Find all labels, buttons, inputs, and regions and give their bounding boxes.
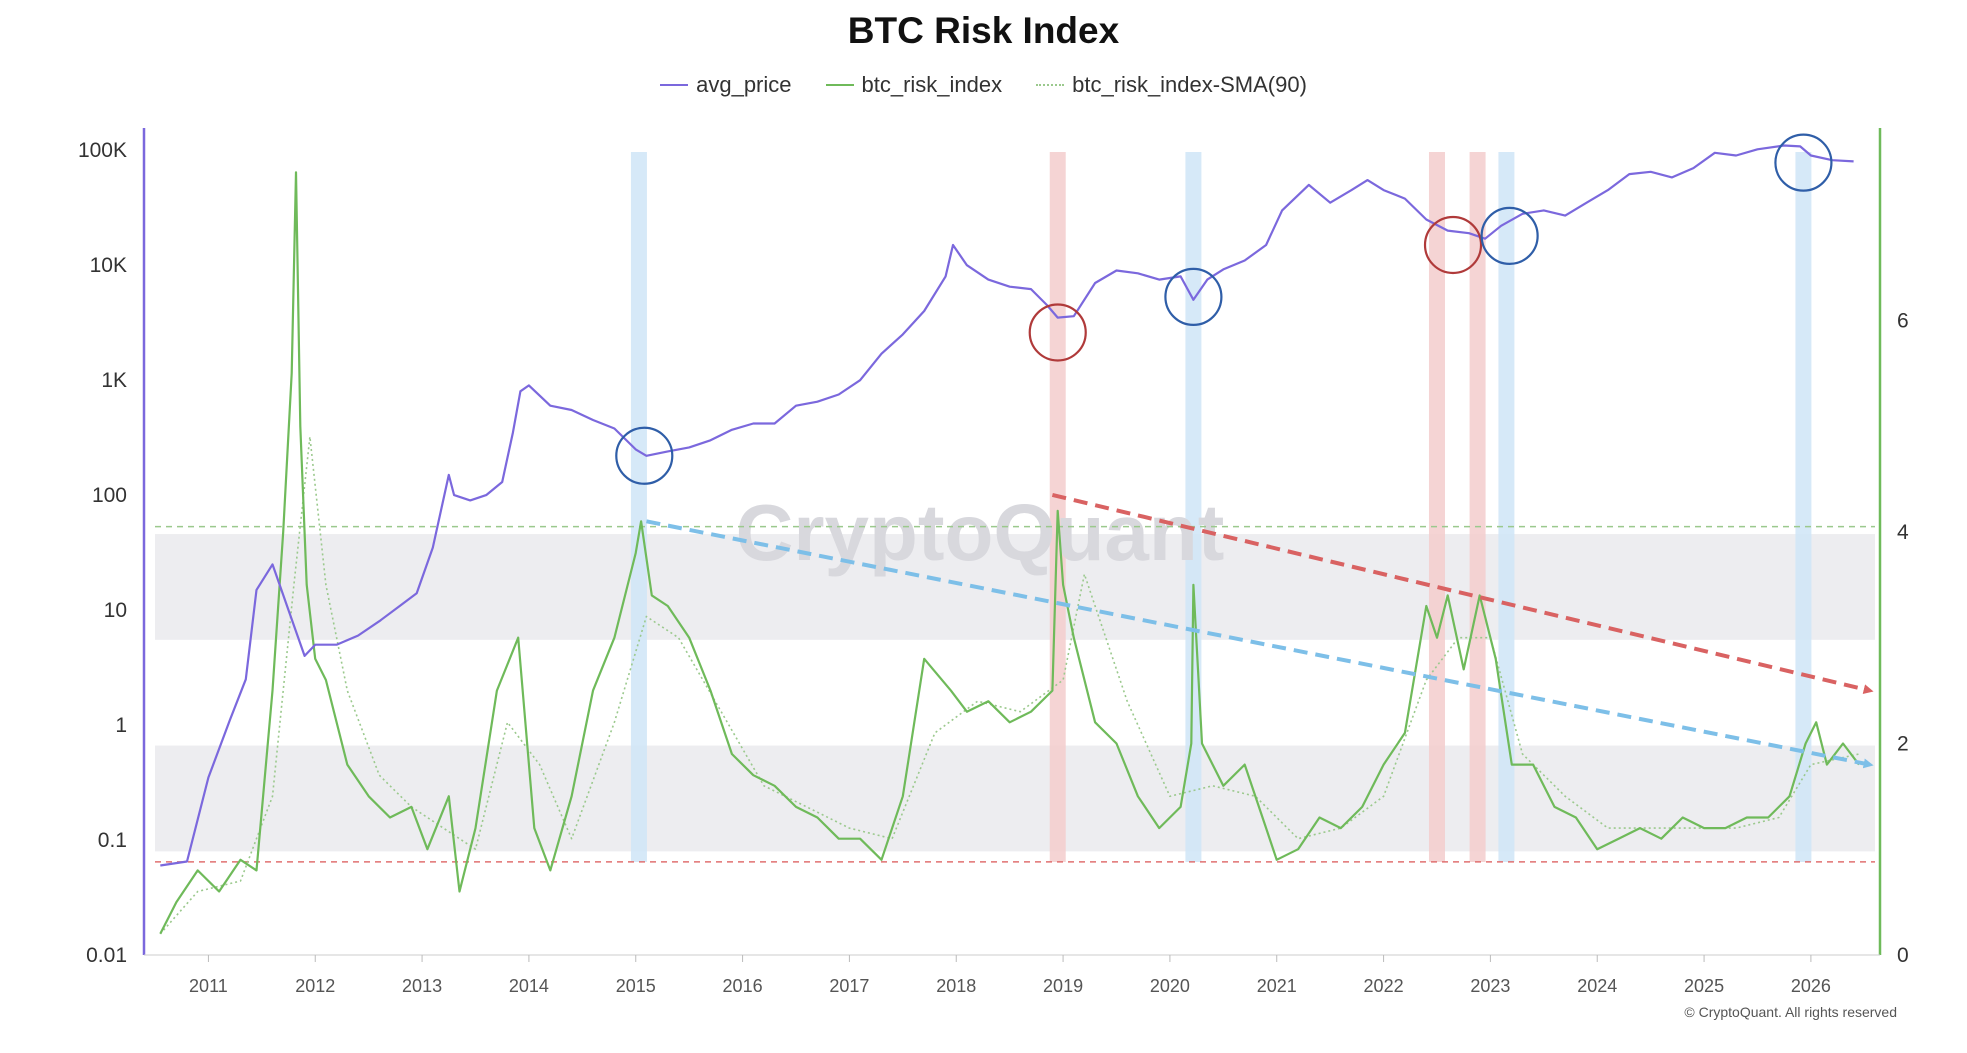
y-left-tick-label: 10 xyxy=(104,599,127,622)
y-left-tick-label: 1K xyxy=(101,369,127,392)
legend-swatch-avg-price xyxy=(660,84,689,86)
vertical-highlight-5 xyxy=(1498,152,1515,862)
highlight-circle-5 xyxy=(1774,133,1833,192)
x-tick-label: 2015 xyxy=(616,976,656,996)
axes-layer: 0.01 0.1 1 10 100 1K 10K 100K 0 2 4 6 2011 2012 2013 20… xyxy=(78,128,1909,996)
x-tick-label: 2014 xyxy=(509,976,549,996)
x-tick-label: 2013 xyxy=(402,976,442,996)
series-line-avg-price xyxy=(160,144,1854,867)
legend: avg_price btc_risk_index btc_risk_index-… xyxy=(0,72,1967,98)
legend-swatch-btc-risk-index xyxy=(825,84,854,86)
x-tick-label: 2023 xyxy=(1470,976,1510,996)
x-tick-label: 2016 xyxy=(723,976,763,996)
x-tick-label: 2021 xyxy=(1257,976,1297,996)
y-left-tick-label: 100K xyxy=(78,139,127,162)
x-tick-label: 2025 xyxy=(1684,976,1724,996)
y-right-tick-label: 6 xyxy=(1897,309,1909,332)
legend-item-sma[interactable]: btc_risk_index-SMA(90) xyxy=(1036,72,1307,98)
x-tick-label: 2022 xyxy=(1364,976,1404,996)
watermark: CryptoQuant xyxy=(736,488,1225,577)
y-left-tick-label: 10K xyxy=(90,254,127,277)
highlight-circle-1 xyxy=(1028,303,1087,362)
y-right-tick-label: 2 xyxy=(1897,732,1909,755)
highlight-circle-2 xyxy=(1164,267,1223,327)
legend-label-avg-price: avg_price xyxy=(696,72,792,97)
legend-swatch-sma xyxy=(1036,84,1065,86)
legend-item-btc-risk-index[interactable]: btc_risk_index xyxy=(825,72,1003,98)
vertical-highlight-0 xyxy=(630,152,647,862)
highlight-circle-0 xyxy=(615,426,674,485)
x-tick-label: 2020 xyxy=(1150,976,1190,996)
y-left-tick-label: 100 xyxy=(92,484,127,507)
x-tick-label: 2017 xyxy=(829,976,869,996)
x-tick-label: 2012 xyxy=(295,976,335,996)
legend-label-sma: btc_risk_index-SMA(90) xyxy=(1072,72,1307,97)
x-tick-label: 2018 xyxy=(936,976,976,996)
trend-arrow-1 xyxy=(1051,492,1874,695)
x-tick-label: 2011 xyxy=(189,976,228,996)
vertical-highlight-1 xyxy=(1049,152,1066,862)
legend-label-btc-risk-index: btc_risk_index xyxy=(861,72,1003,97)
reference-lines-layer xyxy=(155,525,1875,863)
series-layer xyxy=(159,144,1860,935)
x-tick-label: 2026 xyxy=(1791,976,1831,996)
vertical-highlights-layer xyxy=(630,152,1812,862)
y-right-tick-label: 4 xyxy=(1897,521,1909,544)
series-line-btc-risk-index xyxy=(159,171,1860,935)
trend-arrow-0 xyxy=(646,519,1874,769)
vertical-highlight-6 xyxy=(1795,152,1812,862)
y-left-tick-label: 0.01 xyxy=(86,944,127,967)
copyright-notice: © CryptoQuant. All rights reserved xyxy=(1684,1004,1897,1020)
series-line-btc-risk-index-sma-90- xyxy=(159,435,1860,935)
y-left-tick-label: 0.1 xyxy=(98,829,127,852)
highlight-circle-4 xyxy=(1480,206,1539,265)
highlight-circle-3 xyxy=(1423,215,1483,275)
y-left-tick-label: 1 xyxy=(115,714,127,737)
bands-layer xyxy=(155,534,1875,852)
chart-title: BTC Risk Index xyxy=(847,10,1120,51)
x-tick-label: 2024 xyxy=(1577,976,1617,996)
legend-item-avg-price[interactable]: avg_price xyxy=(660,72,792,98)
vertical-highlight-2 xyxy=(1185,152,1202,862)
trend-arrows-layer xyxy=(646,492,1874,769)
circles-layer xyxy=(615,133,1833,485)
vertical-highlight-3 xyxy=(1428,152,1445,862)
band-1 xyxy=(155,745,1875,852)
x-tick-label: 2019 xyxy=(1043,976,1083,996)
y-right-tick-label: 0 xyxy=(1897,944,1909,967)
